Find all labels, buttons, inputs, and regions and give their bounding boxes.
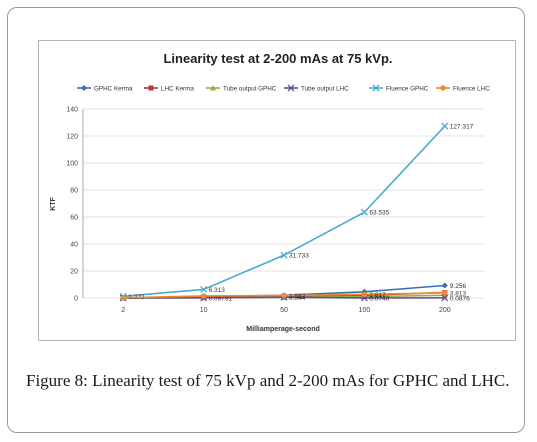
legend-label: GPHC Kerma (94, 86, 133, 93)
data-label: 2.617 (369, 292, 386, 299)
line-chart: Linearity test at 2-200 mAs at 75 kVp. G… (50, 51, 490, 333)
data-point (281, 292, 287, 299)
data-point (280, 251, 288, 259)
data-label: 31.733 (289, 253, 309, 260)
legend-item: Fluence LHC (436, 85, 490, 93)
y-axis: 0 20 40 60 80 100 120 140 (66, 107, 84, 303)
legend-label: Tube output LHC (301, 86, 349, 93)
legend-item: GPHC Kerma (77, 85, 133, 93)
data-point (200, 286, 208, 293)
y-tick-label: 100 (66, 161, 78, 168)
data-point (360, 208, 368, 216)
data-label: 9.256 (450, 283, 467, 290)
legend-label: Fluence LHC (453, 86, 490, 93)
series-fluence-lhc: 1.882 2.617 3.813 (120, 290, 467, 301)
legend-item: Tube output LHC (284, 84, 349, 93)
data-point (441, 122, 449, 130)
data-point (148, 85, 154, 91)
data-label: 6.313 (209, 287, 226, 294)
x-tick-label: 10 (200, 307, 208, 314)
data-point (361, 291, 368, 298)
x-axis-label: Milliamperage-second (246, 326, 320, 333)
y-axis-label: KTF (50, 196, 57, 210)
data-point (120, 295, 126, 301)
caption-label: Figure 8: (26, 371, 88, 390)
figure-frame: Linearity test at 2-200 mAs at 75 kVp. G… (7, 7, 525, 433)
y-tick-label: 20 (70, 269, 78, 276)
data-point (441, 282, 448, 289)
legend-item: Tube output GPHC (206, 85, 277, 93)
caption-text: Linearity test of 75 kVp and 2-200 mAs f… (92, 371, 510, 390)
y-tick-label: 0 (74, 296, 78, 303)
data-label: 0.544 (289, 295, 306, 302)
legend-label: LHC Kerma (161, 86, 194, 93)
data-point (287, 84, 295, 92)
data-label: 1.882 (289, 293, 306, 300)
legend-label: Tube output GPHC (223, 86, 277, 93)
x-tick-label: 50 (280, 307, 288, 314)
data-point (442, 290, 448, 296)
legend-label: Fluence GPHC (386, 86, 429, 93)
data-point (200, 293, 207, 299)
data-label: 0.0876 (450, 295, 470, 302)
chart-gridlines (83, 108, 485, 299)
legend-item: LHC Kerma (144, 85, 194, 93)
figure-caption: Figure 8: Linearity test of 75 kVp and 2… (26, 370, 528, 391)
y-tick-label: 120 (66, 134, 78, 141)
legend-item: Fluence GPHC (369, 84, 429, 93)
data-label: 3.813 (450, 290, 467, 297)
data-point (81, 85, 87, 91)
data-label: 0.09791 (209, 295, 233, 302)
y-tick-label: 140 (66, 107, 78, 114)
x-tick-label: 100 (359, 307, 371, 314)
data-point (372, 84, 380, 92)
x-tick-label: 200 (439, 307, 451, 314)
y-tick-label: 60 (70, 215, 78, 222)
x-axis: 2 10 50 100 200 (121, 307, 450, 314)
data-point (441, 294, 449, 302)
y-tick-label: 40 (70, 242, 78, 249)
chart-title: Linearity test at 2-200 mAs at 75 kVp. (163, 51, 392, 66)
data-label: 127.317 (450, 124, 474, 131)
chart-panel: Linearity test at 2-200 mAs at 75 kVp. G… (38, 40, 516, 341)
x-tick-label: 2 (121, 307, 125, 314)
y-tick-label: 80 (70, 188, 78, 195)
data-point (440, 85, 446, 91)
chart-legend: GPHC Kerma LHC Kerma Tube output GPHC Tube … (77, 84, 490, 93)
data-label: 63.535 (369, 210, 389, 217)
data-point (210, 85, 216, 91)
data-label: 0.0748 (369, 295, 389, 302)
